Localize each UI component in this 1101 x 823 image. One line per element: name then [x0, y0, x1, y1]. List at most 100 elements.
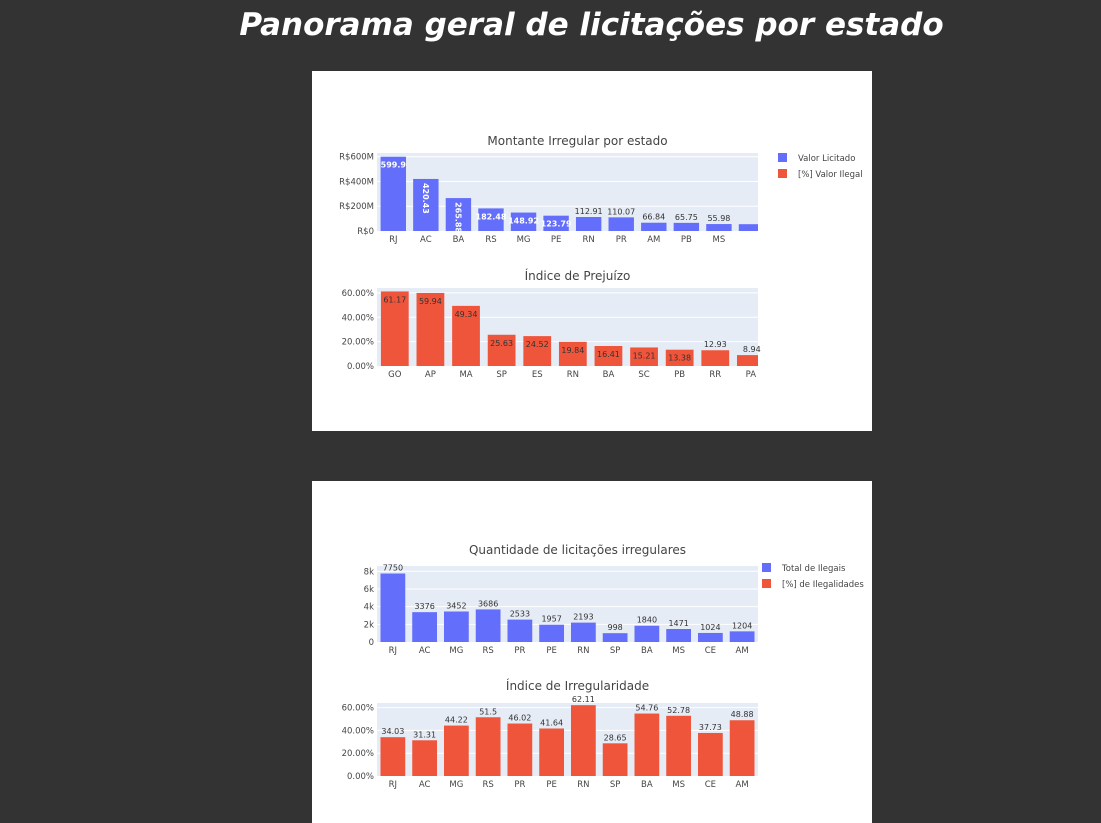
page-title: Panorama geral de licitações por estado	[239, 7, 944, 43]
plot-background	[377, 703, 758, 776]
y-tick-label: R$400M	[339, 177, 374, 187]
data-label: 48.88	[731, 710, 754, 719]
x-tick-label: BA	[453, 235, 465, 245]
bar-AM[interactable]	[729, 720, 755, 776]
x-tick-label: RN	[567, 370, 579, 380]
data-label: 62.11	[572, 695, 595, 704]
x-tick-label: RN	[577, 646, 589, 656]
data-label: 61.17	[383, 295, 406, 304]
bar-BA[interactable]	[445, 198, 472, 231]
bar-PB[interactable]	[665, 349, 694, 366]
bar-RJ[interactable]	[380, 573, 406, 642]
bar-RS[interactable]	[478, 208, 504, 231]
legend-item-label[interactable]: Total de Ilegais	[781, 564, 846, 574]
data-label: 1471	[668, 619, 688, 628]
bar-AC[interactable]	[413, 178, 439, 231]
data-label: 24.52	[526, 340, 549, 349]
bar-PE[interactable]	[539, 728, 565, 776]
bar-RN[interactable]	[575, 217, 602, 231]
x-tick-label: PB	[674, 370, 685, 380]
bar-PE[interactable]	[539, 624, 565, 642]
bar-BA[interactable]	[594, 346, 623, 366]
x-tick-label: BA	[603, 370, 615, 380]
legend-swatch[interactable]	[762, 579, 771, 588]
bar-MA[interactable]	[452, 305, 480, 366]
data-label: 66.84	[642, 213, 665, 222]
x-tick-label: PR	[616, 235, 627, 245]
bar-AC[interactable]	[412, 740, 438, 776]
bar-MS[interactable]	[706, 224, 732, 231]
x-tick-label: PB	[681, 235, 692, 245]
legend-item-label[interactable]: [%] Valor Ilegal	[798, 170, 863, 180]
chart-title: Quantidade de licitações irregulares	[469, 543, 686, 557]
data-label: 15.21	[633, 351, 656, 360]
legend-item-label[interactable]: [%] de Ilegalidades	[782, 580, 864, 590]
y-tick-label: 60.00%	[342, 704, 374, 714]
x-tick-label: RJ	[389, 780, 397, 790]
bar-AP[interactable]	[416, 292, 445, 366]
legend-swatch[interactable]	[778, 169, 787, 178]
legend-swatch[interactable]	[762, 563, 771, 572]
bar-BA[interactable]	[634, 713, 660, 776]
bar-RS[interactable]	[475, 609, 501, 642]
data-label: 420.43	[421, 183, 430, 214]
y-tick-label: 40.00%	[342, 313, 374, 323]
data-label: 34.03	[381, 727, 404, 736]
bar-PR[interactable]	[507, 723, 533, 776]
bar-PB[interactable]	[673, 222, 700, 231]
bar-CE[interactable]	[697, 732, 723, 776]
y-tick-label: 0	[369, 638, 374, 648]
bar-PR[interactable]	[507, 619, 533, 642]
x-tick-label: RN	[583, 235, 595, 245]
y-tick-label: R$200M	[339, 202, 374, 212]
bar-ES[interactable]	[523, 336, 552, 366]
chart-title: Índice de Irregularidade	[506, 678, 649, 693]
bar-SP[interactable]	[487, 334, 516, 366]
x-tick-label: MG	[449, 780, 463, 790]
bar-RN[interactable]	[570, 705, 596, 776]
bar-SP[interactable]	[602, 633, 628, 642]
data-label: 59.94	[419, 297, 442, 306]
x-tick-label: AM	[736, 646, 749, 656]
bar-MG[interactable]	[510, 212, 537, 231]
legend: Valor Licitado [%] Valor Ilegal	[778, 153, 863, 180]
bar-MS[interactable]	[666, 629, 692, 642]
x-tick-label: MA	[459, 370, 472, 380]
bar-AM[interactable]	[641, 222, 667, 231]
bar-RJ[interactable]	[380, 156, 406, 231]
bar-RN[interactable]	[570, 622, 596, 642]
legend-swatch[interactable]	[778, 153, 787, 162]
bar-SC[interactable]	[630, 347, 658, 366]
bar-SP[interactable]	[602, 743, 628, 776]
data-label: 7750	[383, 564, 403, 573]
x-tick-label: SC	[638, 370, 649, 380]
bar-AC[interactable]	[412, 612, 438, 642]
data-label: 599.9	[381, 161, 407, 170]
bar-AM[interactable]	[729, 631, 755, 642]
x-tick-label: PR	[514, 780, 525, 790]
bar-BA[interactable]	[634, 625, 660, 642]
bar-GO[interactable]	[380, 291, 409, 366]
y-tick-label: 60.00%	[342, 289, 374, 299]
bar-RR[interactable]	[701, 350, 730, 366]
legend-item-label[interactable]: Valor Licitado	[798, 154, 855, 164]
bar-partial[interactable]	[738, 224, 758, 231]
bar-PE[interactable]	[543, 215, 569, 231]
bar-PA[interactable]	[736, 355, 758, 366]
chart-prejuizo: 0.00% 20.00% 40.00% 60.00% Índice de Prejuíz…	[342, 268, 761, 380]
bar-MS[interactable]	[666, 715, 692, 776]
x-tick-label: MS	[672, 780, 685, 790]
x-tick-label: PE	[551, 235, 562, 245]
bar-MG[interactable]	[443, 611, 469, 642]
bar-CE[interactable]	[697, 632, 723, 642]
x-tick-label: RS	[482, 780, 493, 790]
chart-quantidade: 0 2k 4k 6k 8k Quantidade de licitações irregu…	[364, 543, 758, 656]
data-label: 998	[607, 623, 622, 632]
x-tick-label: AM	[736, 780, 749, 790]
bar-MG[interactable]	[443, 725, 469, 776]
bar-RS[interactable]	[475, 717, 501, 776]
y-tick-label: 20.00%	[342, 338, 374, 348]
bar-RN[interactable]	[558, 341, 587, 366]
bar-RJ[interactable]	[380, 737, 406, 776]
bar-PR[interactable]	[608, 217, 634, 231]
